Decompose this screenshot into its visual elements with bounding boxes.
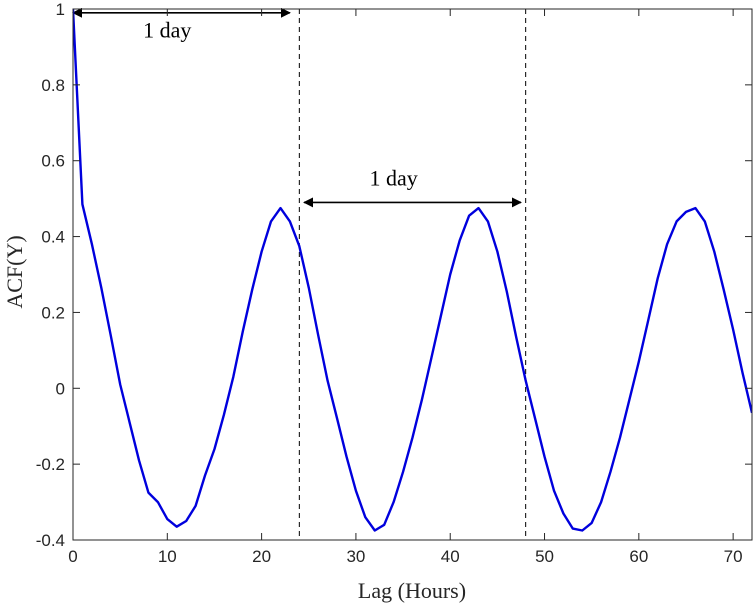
y-tick-label: -0.2 [36,455,65,474]
x-tick-label: 50 [535,547,554,566]
y-tick-label: 0.2 [41,303,65,322]
y-tick-label: 0.4 [41,228,65,247]
series-layer [73,9,752,532]
y-axis: -0.4 -0.2 0 0.2 0.4 0.6 0.8 1 [36,0,752,550]
x-tick-label: 40 [441,547,460,566]
annotation-label: 1 day [143,17,191,42]
acf-series-line [73,9,752,532]
reference-lines [298,9,527,540]
x-axis: 0 10 20 30 40 50 60 70 [68,9,743,566]
x-tick-label: 10 [158,547,177,566]
x-tick-label: 0 [68,547,77,566]
annotation-label: 1 day [370,165,418,190]
y-tick-label: -0.4 [36,531,65,550]
y-tick-label: 0 [56,379,65,398]
y-tick-label: 0.6 [41,152,65,171]
x-tick-label: 20 [252,547,271,566]
x-tick-label: 60 [629,547,648,566]
y-tick-label: 1 [56,0,65,19]
y-axis-title: ACF(Y) [2,235,27,308]
x-tick-label: 70 [724,547,743,566]
plot-area [73,9,752,540]
x-tick-label: 30 [346,547,365,566]
y-tick-label: 0.8 [41,76,65,95]
x-axis-title: Lag (Hours) [358,578,466,603]
plot-frame [72,8,753,541]
annotations: 1 day 1 day [72,7,522,208]
